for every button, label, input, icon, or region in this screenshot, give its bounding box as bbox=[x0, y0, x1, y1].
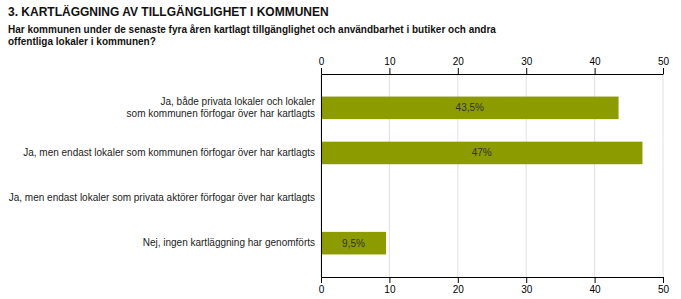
tick-mark bbox=[458, 68, 459, 74]
tick-mark bbox=[458, 277, 459, 283]
tick: 50 bbox=[658, 277, 670, 295]
tick-label: 0 bbox=[319, 56, 325, 67]
tick-label: 20 bbox=[453, 284, 465, 295]
tick: Nej, ingen kartläggning har genomförts bbox=[143, 237, 321, 248]
subtitle-line: offentliga lokaler i kommunen? bbox=[8, 36, 156, 47]
bars bbox=[321, 97, 642, 255]
bar bbox=[321, 97, 619, 120]
tick-mark bbox=[389, 68, 390, 74]
tick-mark bbox=[526, 277, 527, 283]
tick: 10 bbox=[384, 277, 396, 295]
tick: Ja, både privata lokaler och lokalersom … bbox=[127, 96, 321, 119]
grid bbox=[321, 74, 663, 277]
title: 3. KARTLÄGGNING AV TILLGÄNGLIGHET I KOMM… bbox=[8, 4, 329, 19]
axis-line bbox=[321, 75, 322, 278]
data-label: 43,5% bbox=[456, 102, 484, 113]
tick-label: 10 bbox=[384, 284, 396, 295]
tick: 0 bbox=[319, 56, 325, 74]
grid-line bbox=[321, 74, 322, 277]
chart-container: 3. KARTLÄGGNING AV TILLGÄNGLIGHET I KOMM… bbox=[0, 0, 681, 299]
x-axis: 0 10 20 30 40 50 bbox=[319, 277, 670, 295]
tick: Ja, men endast lokaler som kommunen förf… bbox=[23, 147, 321, 158]
tick: Ja, men endast lokaler som privata aktör… bbox=[9, 192, 321, 203]
bar bbox=[321, 232, 386, 255]
data-labels: 43,5% 47% 9,5% bbox=[342, 102, 492, 248]
tick-label: 40 bbox=[590, 284, 602, 295]
tick-label-line: Ja, men endast lokaler som privata aktör… bbox=[9, 192, 315, 203]
tick-mark bbox=[663, 277, 664, 283]
tick: 40 bbox=[590, 56, 602, 74]
tick-label: Ja, men endast lokaler som privata aktör… bbox=[9, 192, 315, 203]
tick: 50 bbox=[658, 56, 670, 74]
chart-svg: 3. KARTLÄGGNING AV TILLGÄNGLIGHET I KOMM… bbox=[0, 0, 681, 299]
subtitle-line: Har kommunen under de senaste fyra åren … bbox=[8, 24, 496, 35]
tick-label: Ja, både privata lokaler och lokalersom … bbox=[127, 96, 316, 119]
tick-label: 0 bbox=[319, 284, 325, 295]
subtitle: Har kommunen under de senaste fyra åren … bbox=[8, 24, 496, 47]
tick-label: Nej, ingen kartläggning har genomförts bbox=[143, 237, 315, 248]
tick: 20 bbox=[453, 56, 465, 74]
axis-line bbox=[322, 74, 664, 75]
tick-mark bbox=[389, 277, 390, 283]
tick: 0 bbox=[319, 277, 325, 295]
tick: 10 bbox=[384, 56, 396, 74]
tick-mark bbox=[321, 277, 322, 283]
bar bbox=[321, 142, 642, 165]
tick-mark bbox=[663, 68, 664, 74]
tick-label: 10 bbox=[384, 56, 396, 67]
axis-line bbox=[322, 277, 664, 278]
tick: 20 bbox=[453, 277, 465, 295]
tick-mark bbox=[321, 68, 322, 74]
tick-label: 50 bbox=[658, 56, 670, 67]
tick-label: 30 bbox=[521, 56, 533, 67]
tick: 30 bbox=[521, 277, 533, 295]
tick-label-line: Ja, men endast lokaler som kommunen förf… bbox=[23, 147, 315, 158]
tick-mark bbox=[595, 277, 596, 283]
data-label: 9,5% bbox=[342, 238, 365, 249]
tick-label-line: Ja, både privata lokaler och lokaler bbox=[160, 96, 315, 107]
tick-label-line: som kommunen förfogar över har kartlagts bbox=[127, 108, 315, 119]
tick-label: 50 bbox=[658, 284, 670, 295]
tick-label-line: Nej, ingen kartläggning har genomförts bbox=[143, 237, 315, 248]
tick-label: 30 bbox=[521, 284, 533, 295]
tick-mark bbox=[595, 68, 596, 74]
y-axis: Ja, både privata lokaler och lokalersom … bbox=[9, 75, 322, 278]
tick-label: 40 bbox=[590, 56, 602, 67]
tick-label: 20 bbox=[453, 56, 465, 67]
x-axis-top: 0 10 20 30 40 50 bbox=[319, 56, 670, 75]
tick-mark bbox=[526, 68, 527, 74]
grid-line bbox=[663, 74, 664, 277]
tick: 40 bbox=[590, 277, 602, 295]
tick-label: Ja, men endast lokaler som kommunen förf… bbox=[23, 147, 315, 158]
tick: 30 bbox=[521, 56, 533, 74]
data-label: 47% bbox=[472, 147, 492, 158]
